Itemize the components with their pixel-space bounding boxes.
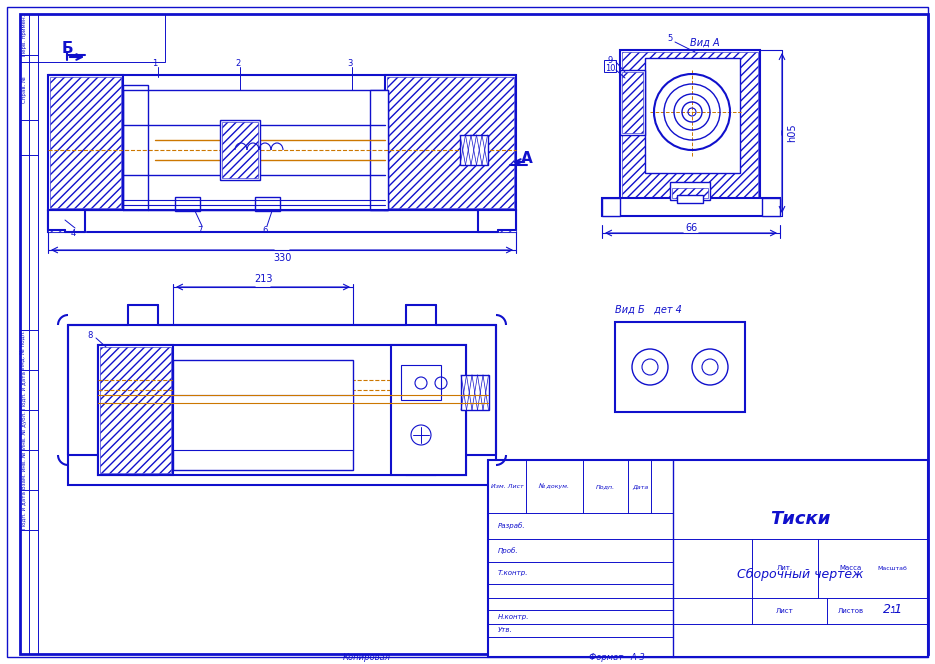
Text: Подп. и дата: Подп. и дата <box>22 491 26 529</box>
Text: 3: 3 <box>347 58 352 68</box>
Bar <box>220 120 260 180</box>
Text: Справ. №: Справ. № <box>22 76 27 104</box>
Text: 213: 213 <box>253 274 272 284</box>
Text: Изм. Лист: Изм. Лист <box>491 484 524 489</box>
Text: Вид Б   дет 4: Вид Б дет 4 <box>615 305 682 315</box>
Text: Лист: Лист <box>776 608 794 614</box>
Bar <box>460 135 488 165</box>
Bar <box>620 50 760 200</box>
Text: Т.контр.: Т.контр. <box>498 570 528 576</box>
Bar <box>123 85 148 100</box>
Bar <box>100 347 171 473</box>
Bar <box>175 197 200 211</box>
Text: Б: Б <box>61 41 73 56</box>
Text: 1: 1 <box>890 606 896 616</box>
Bar <box>604 60 616 72</box>
Text: 330: 330 <box>273 253 291 263</box>
Bar <box>68 325 496 485</box>
Bar <box>173 360 353 470</box>
Bar <box>48 210 516 232</box>
Text: Взам. инв. №: Взам. инв. № <box>22 452 26 489</box>
Bar <box>173 395 353 450</box>
Bar <box>602 198 620 216</box>
Text: 4: 4 <box>70 228 76 238</box>
Bar <box>385 75 516 210</box>
Text: Инв. № дубл.: Инв. № дубл. <box>22 411 27 449</box>
Text: Утв.: Утв. <box>498 627 512 633</box>
Text: Копировал: Копировал <box>343 653 391 661</box>
Bar <box>602 198 780 216</box>
Bar <box>48 75 123 210</box>
Bar <box>670 182 710 200</box>
Text: № докум.: № докум. <box>539 484 569 489</box>
Text: Формат   А 3: Формат А 3 <box>589 653 645 661</box>
Bar <box>762 198 780 216</box>
Bar <box>622 72 643 133</box>
Text: Лит.: Лит. <box>777 565 793 571</box>
Text: 1: 1 <box>152 58 158 68</box>
Bar <box>98 345 466 475</box>
Bar <box>222 122 258 178</box>
Text: 7: 7 <box>197 226 203 234</box>
Bar <box>488 460 928 657</box>
Text: Инд. № подл.: Инд. № подл. <box>22 331 27 369</box>
Bar <box>672 188 708 198</box>
Text: Подп. и дата: Подп. и дата <box>22 371 26 409</box>
Bar <box>461 375 489 410</box>
Text: 66: 66 <box>684 223 698 233</box>
Bar <box>677 195 703 203</box>
Bar <box>387 77 514 208</box>
Text: Масса: Масса <box>840 565 862 571</box>
Bar <box>498 210 516 232</box>
Bar <box>622 52 758 198</box>
Text: h05: h05 <box>787 124 797 142</box>
Text: Проб.: Проб. <box>498 547 519 554</box>
Bar <box>255 197 280 211</box>
Text: 9: 9 <box>608 56 612 64</box>
Text: Вид А: Вид А <box>690 38 720 48</box>
Polygon shape <box>48 210 85 232</box>
Text: 8: 8 <box>87 331 93 339</box>
Text: Дата: Дата <box>632 484 648 489</box>
Bar <box>391 345 466 475</box>
Bar <box>123 90 388 210</box>
Bar <box>370 90 388 210</box>
Bar <box>20 14 165 62</box>
Polygon shape <box>478 210 516 232</box>
Bar <box>401 365 441 400</box>
Text: 6: 6 <box>263 226 267 234</box>
Text: Листов: Листов <box>838 608 864 614</box>
Bar <box>645 58 740 173</box>
Bar <box>615 322 745 412</box>
Text: Сборочный чертеж: Сборочный чертеж <box>738 568 864 581</box>
Text: 10: 10 <box>605 64 615 72</box>
Text: Подп.: Подп. <box>596 484 614 489</box>
Text: Н.контр.: Н.контр. <box>498 614 529 620</box>
Bar <box>50 77 121 208</box>
Bar <box>620 70 645 135</box>
Bar <box>98 345 173 475</box>
Text: Масштаб: Масштаб <box>878 566 908 571</box>
Text: Тиски: Тиски <box>770 510 830 528</box>
Text: Перв. примен.: Перв. примен. <box>22 15 26 56</box>
Bar <box>48 210 66 232</box>
Text: 2:1: 2:1 <box>883 603 903 616</box>
Text: 2: 2 <box>236 58 240 68</box>
Text: 5: 5 <box>668 33 672 42</box>
Text: А: А <box>521 151 533 165</box>
Text: Разраб.: Разраб. <box>498 523 525 529</box>
